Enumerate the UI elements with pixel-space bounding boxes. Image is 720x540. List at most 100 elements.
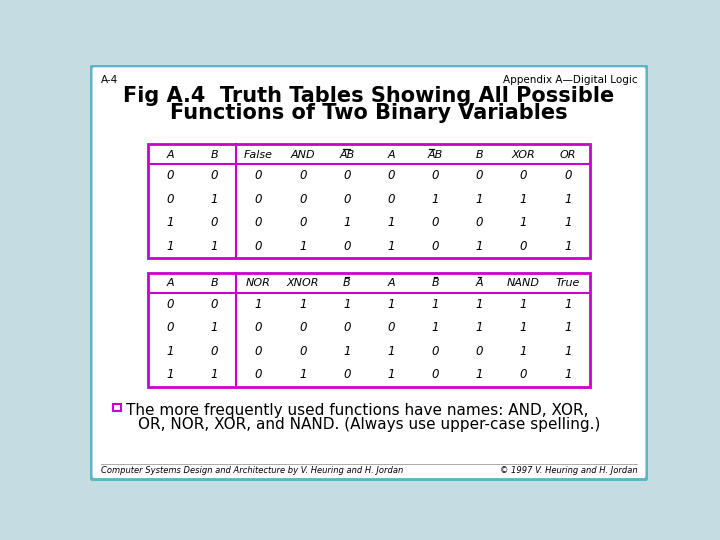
- Text: Appendix A—Digital Logic: Appendix A—Digital Logic: [503, 75, 637, 85]
- Text: 0: 0: [343, 240, 351, 253]
- Text: A-4: A-4: [101, 75, 118, 85]
- Text: B: B: [431, 279, 439, 288]
- Text: 0: 0: [255, 240, 262, 253]
- Text: 1: 1: [564, 217, 572, 230]
- Text: 0: 0: [564, 170, 572, 183]
- Text: A: A: [476, 279, 483, 288]
- Text: 1: 1: [166, 217, 174, 230]
- Text: 1: 1: [166, 368, 174, 381]
- Text: 1: 1: [299, 298, 307, 311]
- Text: 1: 1: [299, 368, 307, 381]
- Text: 0: 0: [431, 368, 439, 381]
- Text: 1: 1: [343, 217, 351, 230]
- Text: 0: 0: [255, 193, 262, 206]
- Text: XNOR: XNOR: [287, 279, 319, 288]
- Text: 0: 0: [211, 345, 218, 358]
- Text: 1: 1: [166, 240, 174, 253]
- Text: 1: 1: [387, 240, 395, 253]
- Text: 1: 1: [476, 368, 483, 381]
- Text: 0: 0: [166, 170, 174, 183]
- Text: 0: 0: [299, 170, 307, 183]
- Text: 0: 0: [431, 345, 439, 358]
- Text: A: A: [166, 150, 174, 160]
- Text: 1: 1: [476, 298, 483, 311]
- Text: OR: OR: [559, 150, 576, 160]
- Text: 0: 0: [431, 217, 439, 230]
- Text: 1: 1: [387, 368, 395, 381]
- Text: NAND: NAND: [507, 279, 540, 288]
- Text: AB: AB: [339, 150, 354, 160]
- Text: 1: 1: [166, 345, 174, 358]
- Text: 1: 1: [431, 193, 439, 206]
- Text: 0: 0: [343, 193, 351, 206]
- Text: 1: 1: [564, 368, 572, 381]
- Text: OR, NOR, XOR, and NAND. (Always use upper-case spelling.): OR, NOR, XOR, and NAND. (Always use uppe…: [138, 417, 600, 431]
- Bar: [148, 144, 590, 258]
- Text: 0: 0: [166, 298, 174, 311]
- Text: 1: 1: [211, 368, 218, 381]
- Text: 1: 1: [476, 193, 483, 206]
- Text: 1: 1: [520, 193, 527, 206]
- Text: B: B: [476, 150, 483, 160]
- Text: 0: 0: [476, 217, 483, 230]
- Text: 0: 0: [166, 193, 174, 206]
- Text: 1: 1: [387, 217, 395, 230]
- Text: 0: 0: [211, 217, 218, 230]
- Text: False: False: [244, 150, 273, 160]
- Text: B: B: [343, 279, 351, 288]
- Text: True: True: [556, 279, 580, 288]
- Text: 1: 1: [387, 298, 395, 311]
- Text: 0: 0: [387, 321, 395, 334]
- Text: 1: 1: [564, 345, 572, 358]
- Text: 0: 0: [255, 217, 262, 230]
- Text: 0: 0: [299, 193, 307, 206]
- Text: 0: 0: [520, 368, 527, 381]
- Text: 1: 1: [299, 240, 307, 253]
- Text: 1: 1: [343, 345, 351, 358]
- Text: 0: 0: [211, 170, 218, 183]
- Bar: [148, 273, 590, 387]
- Text: NOR: NOR: [246, 279, 271, 288]
- Text: 0: 0: [299, 345, 307, 358]
- Text: 1: 1: [211, 193, 218, 206]
- Text: 0: 0: [476, 345, 483, 358]
- Text: 1: 1: [211, 240, 218, 253]
- Text: 0: 0: [255, 368, 262, 381]
- Text: 0: 0: [343, 321, 351, 334]
- Text: B: B: [210, 150, 218, 160]
- Text: 1: 1: [520, 345, 527, 358]
- Text: Functions of Two Binary Variables: Functions of Two Binary Variables: [170, 103, 568, 123]
- Text: 0: 0: [387, 170, 395, 183]
- Text: 0: 0: [431, 240, 439, 253]
- Text: © 1997 V. Heuring and H. Jordan: © 1997 V. Heuring and H. Jordan: [500, 466, 637, 475]
- Text: A: A: [387, 279, 395, 288]
- Text: 0: 0: [255, 345, 262, 358]
- Text: The more frequently used functions have names: AND, XOR,: The more frequently used functions have …: [126, 403, 588, 418]
- Text: 0: 0: [211, 298, 218, 311]
- Text: 0: 0: [166, 321, 174, 334]
- Text: A: A: [387, 150, 395, 160]
- Text: 1: 1: [387, 345, 395, 358]
- Text: 1: 1: [564, 193, 572, 206]
- Text: 0: 0: [255, 170, 262, 183]
- Text: 1: 1: [476, 240, 483, 253]
- Text: 1: 1: [431, 321, 439, 334]
- Text: Computer Systems Design and Architecture by V. Heuring and H. Jordan: Computer Systems Design and Architecture…: [101, 466, 403, 475]
- Text: 1: 1: [564, 298, 572, 311]
- Text: B: B: [210, 279, 218, 288]
- Text: 1: 1: [476, 321, 483, 334]
- FancyBboxPatch shape: [91, 65, 647, 480]
- Text: AB: AB: [428, 150, 443, 160]
- Text: 1: 1: [431, 298, 439, 311]
- Text: 0: 0: [299, 321, 307, 334]
- Text: 1: 1: [520, 298, 527, 311]
- Text: 0: 0: [387, 193, 395, 206]
- Text: 1: 1: [343, 298, 351, 311]
- Text: 0: 0: [476, 170, 483, 183]
- Bar: [113, 403, 121, 411]
- Text: AND: AND: [290, 150, 315, 160]
- Text: 0: 0: [431, 170, 439, 183]
- Text: A: A: [166, 279, 174, 288]
- Text: 1: 1: [564, 240, 572, 253]
- Text: 0: 0: [255, 321, 262, 334]
